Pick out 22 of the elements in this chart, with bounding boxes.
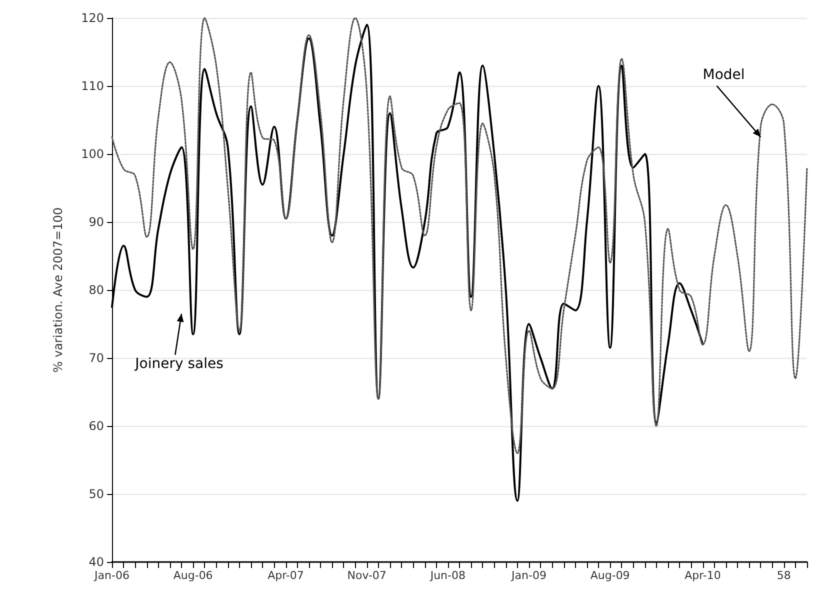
y-tick-label: 40 [88, 555, 104, 569]
x-tick-label: 58 [776, 569, 791, 582]
line-series [111, 17, 808, 454]
y-axis-title: % variation. Ave 2007=100 [51, 207, 65, 373]
y-tick-label: 60 [88, 419, 104, 433]
y-tick-label: 70 [88, 351, 104, 365]
x-tick-label: Apr-10 [684, 569, 721, 582]
y-tick-label: 50 [88, 487, 104, 501]
x-tick-label: Apr-07 [268, 569, 304, 582]
series-label: Joinery sales [134, 356, 224, 372]
x-tick-label: Aug-09 [590, 569, 630, 582]
x-tick-label: Jan-06 [94, 569, 130, 582]
y-tick-label: 80 [88, 283, 104, 297]
y-tick-label: 90 [88, 215, 104, 229]
y-tick-label: 100 [81, 147, 104, 161]
x-tick-label: Nov-07 [347, 569, 386, 582]
y-tick-label: 120 [81, 11, 104, 25]
text: Model [702, 66, 745, 83]
x-tick-label: Jun-08 [429, 569, 466, 582]
y-tick-label: 110 [81, 79, 104, 93]
x-tick-label: Jan-09 [510, 569, 546, 582]
x-tick-label: Aug-06 [173, 569, 213, 582]
